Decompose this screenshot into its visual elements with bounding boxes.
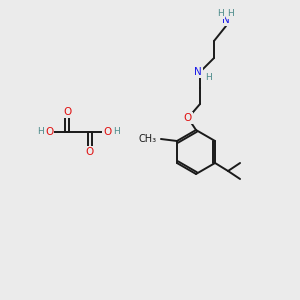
- Text: H: H: [112, 128, 119, 136]
- Text: O: O: [86, 147, 94, 157]
- Text: N: N: [222, 15, 230, 25]
- Text: O: O: [45, 127, 53, 137]
- Text: O: O: [103, 127, 111, 137]
- Text: O: O: [184, 113, 192, 123]
- Text: H: H: [205, 74, 212, 82]
- Text: N: N: [194, 67, 202, 77]
- Text: H: H: [218, 10, 224, 19]
- Text: CH₃: CH₃: [139, 134, 157, 144]
- Text: H: H: [37, 128, 44, 136]
- Text: O: O: [63, 107, 71, 117]
- Text: H: H: [228, 10, 234, 19]
